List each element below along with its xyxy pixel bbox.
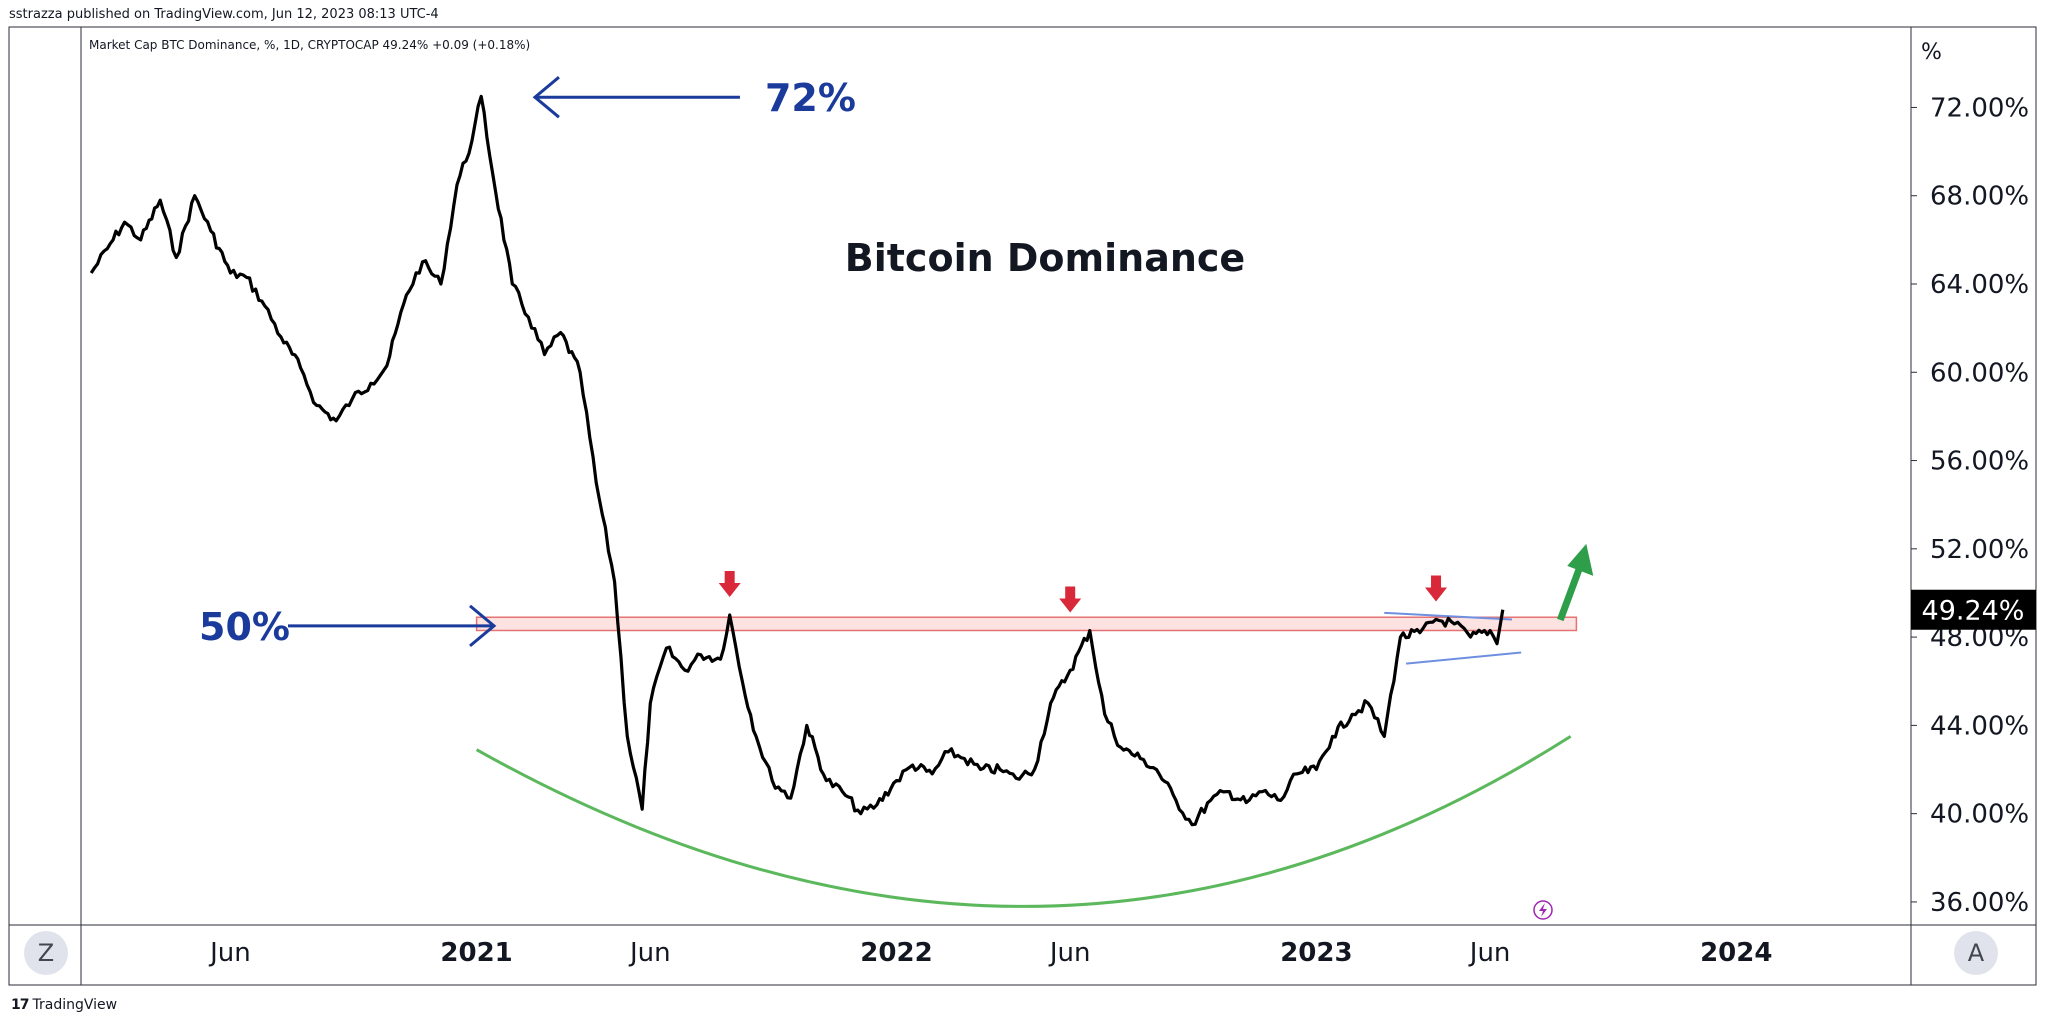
x-tick-label: Jun	[208, 938, 251, 968]
x-tick-label: Jun	[1468, 938, 1511, 968]
y-tick-label: 64.00%	[1930, 270, 2029, 300]
resistance-zone	[475, 616, 1578, 632]
channel-upper-line	[1384, 611, 1513, 621]
zoom-button[interactable]: Z	[24, 931, 68, 975]
series-layer	[89, 94, 1505, 827]
y-unit-label: %	[1921, 40, 1942, 65]
chart-title: Bitcoin Dominance	[845, 236, 1245, 280]
zoom-button-label: Z	[37, 939, 55, 967]
y-tick-label: 44.00%	[1930, 711, 2029, 741]
auto-scale-button-label: A	[1967, 939, 1985, 967]
x-tick-label: 2023	[1280, 938, 1352, 968]
auto-scale-button[interactable]: A	[1954, 931, 1998, 975]
down-arrow-icon	[718, 571, 741, 598]
y-tick-label: 56.00%	[1930, 447, 2029, 477]
channel-lower-line	[1406, 651, 1522, 665]
tradingview-logo-icon: 𝟭𝟳	[11, 997, 30, 1013]
y-tick-label: 72.00%	[1930, 93, 2029, 123]
y-tick-label: 52.00%	[1930, 535, 2029, 565]
x-tick-label: Jun	[628, 938, 671, 968]
publisher-line: sstrazza published on TradingView.com, J…	[9, 7, 439, 22]
down-arrow-icon	[1059, 586, 1082, 613]
x-tick-label: 2022	[860, 938, 932, 968]
last-price-marker: 49.24%	[1911, 589, 2036, 630]
breakout-arrow-shaft	[1556, 564, 1584, 622]
chart-frame	[8, 26, 2037, 986]
y-axis-ticks: 72.00%68.00%64.00%60.00%56.00%52.00%48.0…	[1911, 93, 2029, 918]
y-tick-label: 60.00%	[1930, 358, 2029, 388]
annotation-layer	[475, 543, 1594, 908]
x-tick-label: 2021	[440, 938, 512, 968]
last-price-label: 49.24%	[1922, 596, 2025, 627]
y-tick-label: 36.00%	[1930, 888, 2029, 918]
y-tick-label: 68.00%	[1930, 182, 2029, 212]
level-arrow-icon	[469, 604, 497, 648]
x-axis-ticks: Jun 2021 Jun 2022 Jun 2023 Jun 2024	[208, 938, 1772, 968]
x-tick-label: Jun	[1048, 938, 1091, 968]
support-arc	[475, 735, 1572, 908]
peak-arrow-icon	[532, 76, 560, 119]
footer-brand: TradingView	[32, 997, 118, 1013]
level-label: 50%	[199, 605, 290, 649]
last-price-badge	[1911, 589, 2036, 630]
y-tick-label: 40.00%	[1930, 800, 2029, 830]
down-arrow-icon	[1425, 575, 1448, 602]
breakout-arrow-icon	[1567, 543, 1594, 576]
lightning-icon[interactable]	[1533, 900, 1553, 920]
symbol-legend: Market Cap BTC Dominance, %, 1D, CRYPTOC…	[89, 38, 530, 52]
footer: 𝟭𝟳 TradingView	[11, 997, 117, 1013]
annotation-labels: 72% 50%	[199, 76, 856, 649]
btc-dominance-line	[89, 94, 1505, 827]
x-tick-label: 2024	[1700, 938, 1772, 968]
peak-label: 72%	[765, 76, 856, 120]
